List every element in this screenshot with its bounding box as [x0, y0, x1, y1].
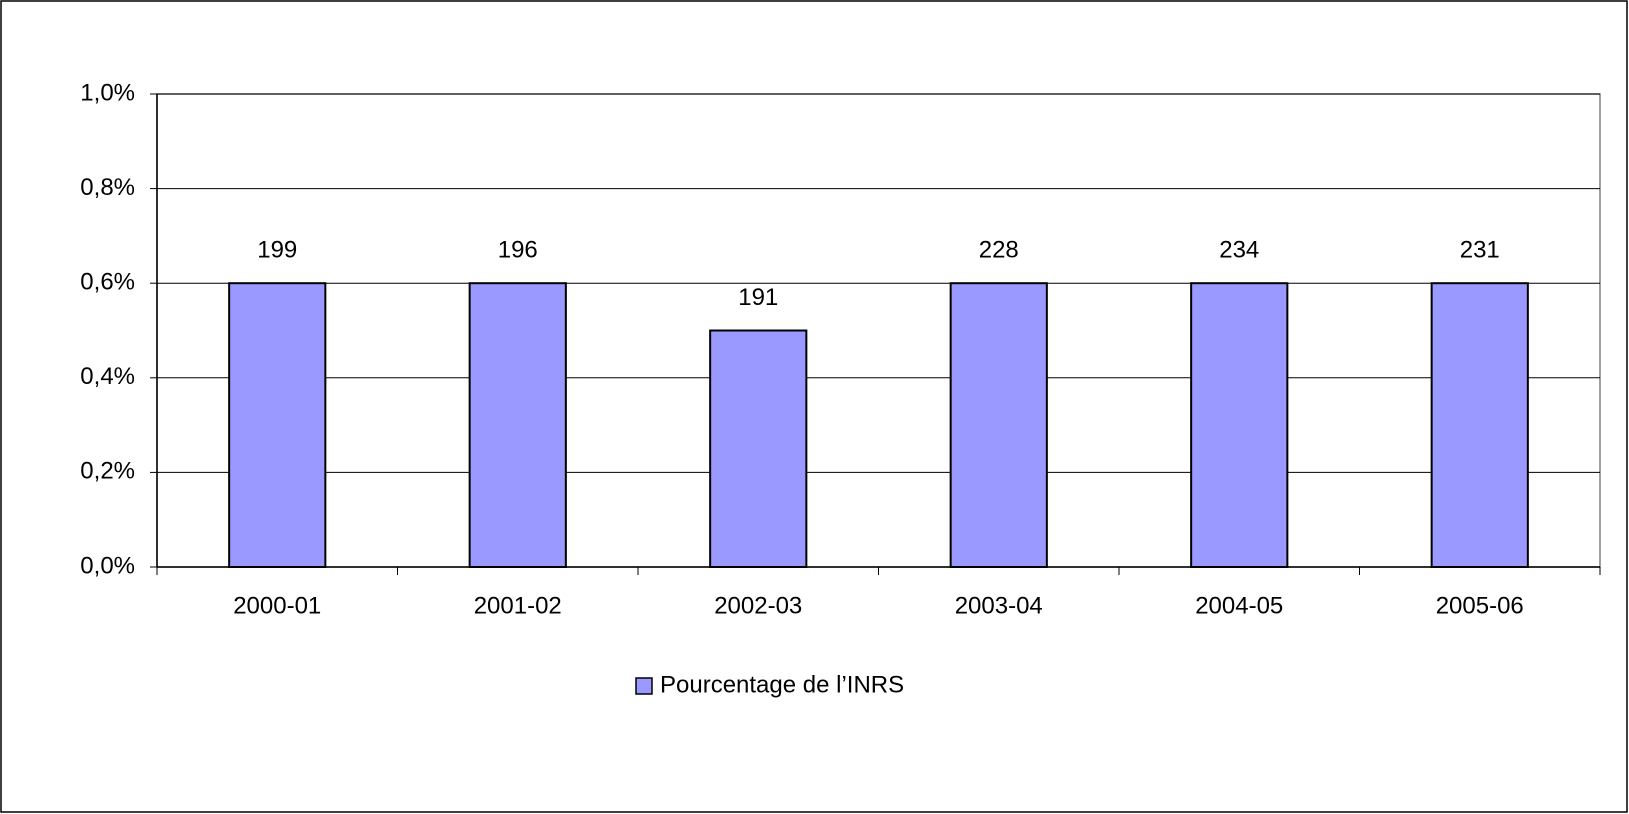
y-tick-label: 1,0%: [80, 79, 135, 106]
bar: [468, 282, 567, 568]
legend-swatch: [635, 677, 653, 695]
bar: [1190, 282, 1289, 568]
bar: [1430, 282, 1529, 568]
bar: [709, 329, 808, 568]
bar-label: 191: [738, 284, 778, 311]
bar-label: 228: [979, 237, 1019, 264]
legend-label: Pourcentage de l’INRS: [660, 671, 904, 698]
x-tick-label: 2005-06: [1436, 592, 1524, 619]
y-tick-label: 0,8%: [80, 174, 135, 201]
y-tick-label: 0,2%: [80, 458, 135, 485]
x-tick-label: 2001-02: [474, 592, 562, 619]
y-tick-label: 0,6%: [80, 269, 135, 296]
bar-label: 199: [257, 237, 297, 264]
x-tick-label: 2002-03: [714, 592, 802, 619]
bar: [949, 282, 1048, 568]
x-tick-label: 2000-01: [233, 592, 321, 619]
x-tick-label: 2003-04: [955, 592, 1043, 619]
x-tick-label: 2004-05: [1195, 592, 1283, 619]
bar-label: 196: [498, 237, 538, 264]
y-tick-label: 0,0%: [80, 552, 135, 579]
y-tick-label: 0,4%: [80, 363, 135, 390]
bar: [228, 282, 327, 568]
bar-label: 234: [1219, 237, 1259, 264]
bar-label: 231: [1460, 237, 1500, 264]
